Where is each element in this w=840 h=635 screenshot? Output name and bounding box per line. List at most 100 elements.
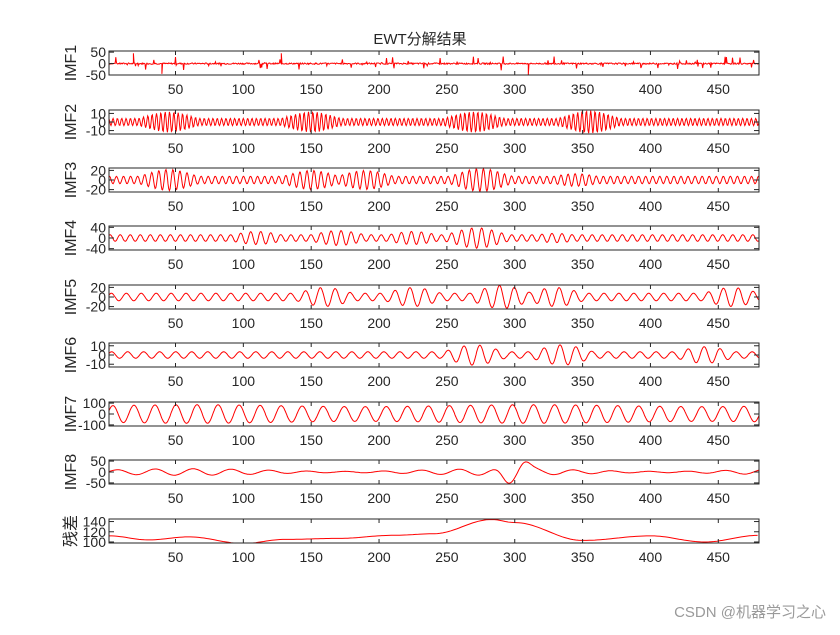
x-tick-label: 150 (300, 81, 324, 97)
x-tick-label: 400 (639, 198, 663, 214)
x-tick-label: 400 (639, 315, 663, 331)
y-axis-label: 残差 (62, 515, 80, 547)
y-tick-label: 0 (98, 289, 106, 305)
x-tick-label: 450 (707, 140, 731, 156)
x-tick-label: 350 (571, 140, 595, 156)
x-tick-label: 450 (707, 432, 731, 448)
x-tick-label: 350 (571, 198, 595, 214)
y-tick-label: 10 (90, 105, 106, 121)
y-tick-label: 0 (98, 56, 106, 72)
x-tick-label: 100 (232, 140, 256, 156)
x-tick-label: 250 (435, 81, 459, 97)
x-tick-label: 350 (571, 256, 595, 272)
signal-line (108, 53, 760, 76)
x-tick-label: 450 (707, 315, 731, 331)
x-tick-label: 250 (435, 315, 459, 331)
x-tick-label: 350 (571, 490, 595, 506)
x-tick-label: 150 (300, 256, 324, 272)
axes-box (108, 284, 760, 310)
signal-line (108, 227, 760, 250)
x-tick-label: 200 (367, 490, 391, 506)
axes-box (108, 50, 760, 76)
signal-line (108, 461, 760, 484)
x-tick-label: 300 (503, 140, 527, 156)
x-tick-label: 100 (232, 315, 256, 331)
x-tick-label: 100 (232, 432, 256, 448)
x-tick-label: 300 (503, 549, 527, 565)
y-tick-label: -10 (86, 123, 106, 139)
x-tick-label: 450 (707, 198, 731, 214)
x-tick-label: 350 (571, 315, 595, 331)
signal-line (108, 167, 760, 193)
x-tick-label: 400 (639, 373, 663, 389)
y-tick-label: 0 (98, 172, 106, 188)
signal-line (108, 284, 760, 309)
x-tick-label: 350 (571, 373, 595, 389)
x-tick-label: 150 (300, 140, 324, 156)
x-tick-label: 250 (435, 256, 459, 272)
x-tick-label: 200 (367, 373, 391, 389)
y-tick-label: 120 (83, 524, 107, 540)
y-axis-label: IMF4 (63, 220, 80, 257)
x-tick-label: 450 (707, 256, 731, 272)
x-tick-label: 400 (639, 432, 663, 448)
y-axis-label: IMF1 (63, 45, 80, 82)
y-tick-label: 140 (83, 514, 107, 530)
watermark: CSDN @机器学习之心 (674, 604, 826, 621)
x-tick-label: 150 (300, 373, 324, 389)
axes-box (108, 518, 760, 544)
x-tick-label: 350 (571, 549, 595, 565)
x-tick-label: 250 (435, 549, 459, 565)
y-axis-label: IMF2 (63, 104, 80, 141)
x-tick-label: 300 (503, 198, 527, 214)
y-tick-label: 100 (83, 534, 107, 550)
x-tick-label: 100 (232, 81, 256, 97)
x-tick-label: 450 (707, 81, 731, 97)
x-tick-label: 150 (300, 490, 324, 506)
y-tick-label: -20 (86, 299, 106, 315)
x-tick-label: 400 (639, 490, 663, 506)
x-tick-label: 250 (435, 198, 459, 214)
x-tick-label: 200 (367, 198, 391, 214)
y-axis-label: IMF5 (63, 279, 80, 316)
x-tick-label: 50 (168, 549, 184, 565)
signal-line (108, 404, 760, 424)
y-tick-label: 0 (98, 464, 106, 480)
y-tick-label: 0 (98, 114, 106, 130)
x-tick-label: 50 (168, 140, 184, 156)
signal-line (108, 110, 760, 134)
y-tick-label: 20 (90, 162, 106, 178)
y-axis-label: IMF6 (63, 337, 80, 374)
x-tick-label: 250 (435, 140, 459, 156)
x-tick-label: 200 (367, 140, 391, 156)
x-tick-label: 400 (639, 81, 663, 97)
y-axis-label: IMF7 (63, 396, 80, 433)
x-tick-label: 350 (571, 432, 595, 448)
x-tick-label: 100 (232, 256, 256, 272)
y-axis-label: IMF3 (63, 162, 80, 199)
x-tick-label: 250 (435, 373, 459, 389)
chart-title: EWT分解结果 (373, 31, 467, 48)
x-tick-label: 100 (232, 549, 256, 565)
x-tick-label: 100 (232, 198, 256, 214)
y-tick-label: 0 (98, 347, 106, 363)
signal-line (109, 518, 758, 544)
x-tick-label: 250 (435, 490, 459, 506)
signal-line (108, 344, 760, 366)
x-tick-label: 50 (168, 315, 184, 331)
x-tick-label: 400 (639, 140, 663, 156)
x-tick-label: 150 (300, 432, 324, 448)
x-tick-label: 50 (168, 373, 184, 389)
x-tick-label: 150 (300, 549, 324, 565)
x-tick-label: 300 (503, 256, 527, 272)
